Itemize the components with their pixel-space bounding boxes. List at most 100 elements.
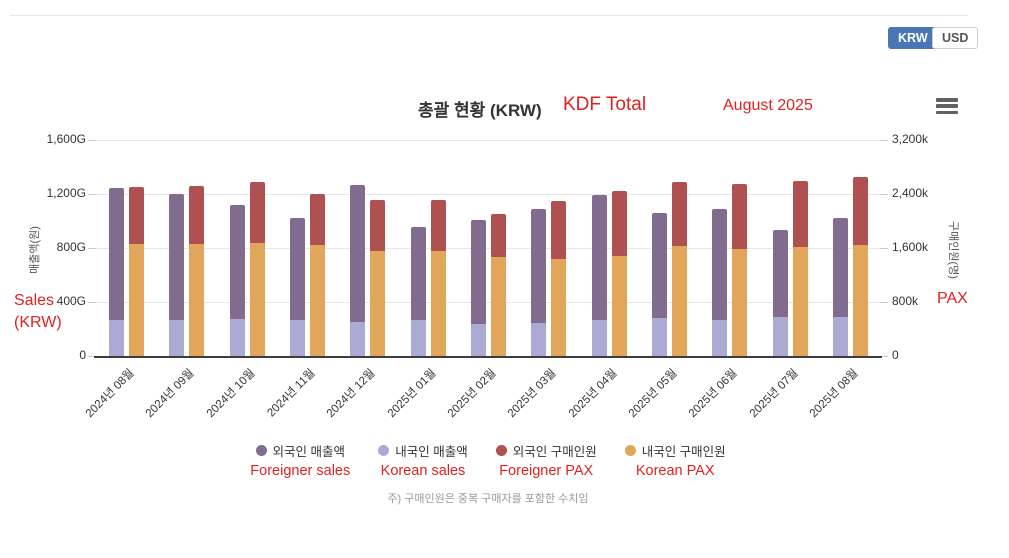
bar-sales-top[interactable] <box>350 184 366 323</box>
left-axis-tick <box>88 356 96 357</box>
right-axis-title: 구매인원(명) <box>947 221 959 279</box>
legend-label: 내국인 매출액 <box>395 445 468 459</box>
bar-pax-top[interactable] <box>189 185 205 244</box>
legend-item-4[interactable]: 내국인 구매인원 Korean PAX <box>624 441 726 479</box>
legend-label: 외국인 구매인원 <box>512 445 597 459</box>
bar-sales-bottom[interactable] <box>651 317 667 356</box>
right-axis-tick <box>880 356 888 357</box>
bar-sales-top[interactable] <box>651 212 667 318</box>
bar-pax-top[interactable] <box>310 194 326 245</box>
gridline <box>96 194 880 195</box>
x-axis-line <box>94 356 882 358</box>
chart-title: 총괄 현황 (KRW) <box>418 101 542 120</box>
bar-pax-top[interactable] <box>551 201 567 260</box>
legend-item-3[interactable]: 외국인 구매인원 Foreigner PAX <box>495 441 597 479</box>
bar-pax-top[interactable] <box>249 181 265 244</box>
right-axis-tick <box>880 140 888 141</box>
bar-sales-bottom[interactable] <box>410 320 426 356</box>
bar-pax-top[interactable] <box>430 200 446 251</box>
right-axis-tick <box>880 248 888 249</box>
bar-pax-top[interactable] <box>611 190 627 257</box>
currency-toggle-krw[interactable]: KRW <box>888 27 938 49</box>
annotation-kdf-total: KDF Total <box>563 94 647 115</box>
top-divider <box>10 15 968 16</box>
left-axis-tick <box>88 248 96 249</box>
annotation-sales-krw: Sales (KRW) <box>14 292 62 331</box>
bar-sales-bottom[interactable] <box>109 319 125 356</box>
bar-sales-top[interactable] <box>832 218 848 317</box>
bar-sales-bottom[interactable] <box>531 322 547 356</box>
legend-marker-icon <box>378 445 390 456</box>
annotation-pax: PAX <box>937 290 968 307</box>
bar-sales-bottom[interactable] <box>772 316 788 356</box>
bar-pax-top[interactable] <box>491 214 506 258</box>
bar-sales-top[interactable] <box>290 218 306 321</box>
gridline <box>96 140 880 141</box>
chart-menu-button[interactable] <box>936 98 958 114</box>
legend-item-2[interactable]: 내국인 매출액 Korean sales <box>378 441 468 479</box>
currency-toggle-usd[interactable]: USD <box>932 27 979 49</box>
legend-annotation: Korean sales <box>380 463 466 479</box>
bar-sales-bottom[interactable] <box>471 323 486 356</box>
bar-pax-bottom[interactable] <box>611 256 627 356</box>
bar-sales-bottom[interactable] <box>591 320 607 356</box>
legend-label: 외국인 매출액 <box>272 445 345 459</box>
right-axis-tick <box>880 194 888 195</box>
bar-sales-bottom[interactable] <box>832 316 848 356</box>
bar-sales-top[interactable] <box>712 208 728 320</box>
left-axis-tick <box>88 194 96 195</box>
bar-pax-bottom[interactable] <box>792 246 808 356</box>
legend-label: 내국인 구매인원 <box>641 445 726 459</box>
bar-pax-bottom[interactable] <box>551 259 567 356</box>
legend-marker-icon <box>624 445 636 456</box>
right-axis-label: 2,400k <box>892 186 929 200</box>
bar-pax-bottom[interactable] <box>189 243 205 356</box>
bar-sales-bottom[interactable] <box>350 322 366 356</box>
bar-pax-top[interactable] <box>370 199 386 252</box>
bar-pax-bottom[interactable] <box>852 244 868 356</box>
bar-pax-top[interactable] <box>732 183 748 249</box>
bar-sales-bottom[interactable] <box>169 319 185 356</box>
bar-sales-top[interactable] <box>531 208 547 323</box>
bar-sales-bottom[interactable] <box>712 319 728 356</box>
bar-pax-bottom[interactable] <box>310 244 326 356</box>
left-axis-label: 400G <box>56 294 86 308</box>
bar-sales-top[interactable] <box>591 195 607 321</box>
chart-note: 주) 구매인원은 중복 구매자를 포함한 수치임 <box>387 493 589 505</box>
bar-pax-top[interactable] <box>792 180 808 247</box>
bar-pax-bottom[interactable] <box>671 245 687 356</box>
left-axis-tick <box>88 302 96 303</box>
bar-sales-top[interactable] <box>772 230 788 317</box>
bar-sales-bottom[interactable] <box>229 318 245 356</box>
bar-pax-bottom[interactable] <box>129 243 145 356</box>
bar-pax-bottom[interactable] <box>430 250 446 356</box>
right-axis-label: 3,200k <box>892 132 929 146</box>
legend-annotation: Foreigner PAX <box>499 463 594 479</box>
gridline <box>96 302 880 303</box>
bar-pax-bottom[interactable] <box>732 249 748 356</box>
bar-pax-bottom[interactable] <box>249 243 265 356</box>
left-axis-label: 800G <box>56 240 86 254</box>
bar-pax-bottom[interactable] <box>491 257 506 356</box>
bar-pax-top[interactable] <box>671 182 687 246</box>
legend-annotation: Foreigner sales <box>250 463 351 479</box>
bar-sales-top[interactable] <box>169 194 185 320</box>
annotation-period: August 2025 <box>723 97 813 114</box>
legend-item-1[interactable]: 외국인 매출액 Foreigner sales <box>250 441 350 479</box>
bar-sales-top[interactable] <box>471 219 486 324</box>
bar-sales-bottom[interactable] <box>290 320 306 356</box>
right-axis-label: 1,600k <box>892 240 929 254</box>
bar-sales-top[interactable] <box>410 227 426 321</box>
bar-pax-bottom[interactable] <box>370 251 386 356</box>
bar-sales-top[interactable] <box>109 187 125 320</box>
bar-pax-top[interactable] <box>852 177 868 245</box>
bar-sales-top[interactable] <box>229 204 245 319</box>
right-axis-tick <box>880 302 888 303</box>
legend-marker-icon <box>495 445 507 456</box>
left-axis-label: 0 <box>79 348 86 362</box>
right-axis-label: 0 <box>892 348 899 362</box>
bar-pax-top[interactable] <box>129 186 145 244</box>
left-axis-tick <box>88 140 96 141</box>
left-axis-label: 1,200G <box>46 186 86 200</box>
